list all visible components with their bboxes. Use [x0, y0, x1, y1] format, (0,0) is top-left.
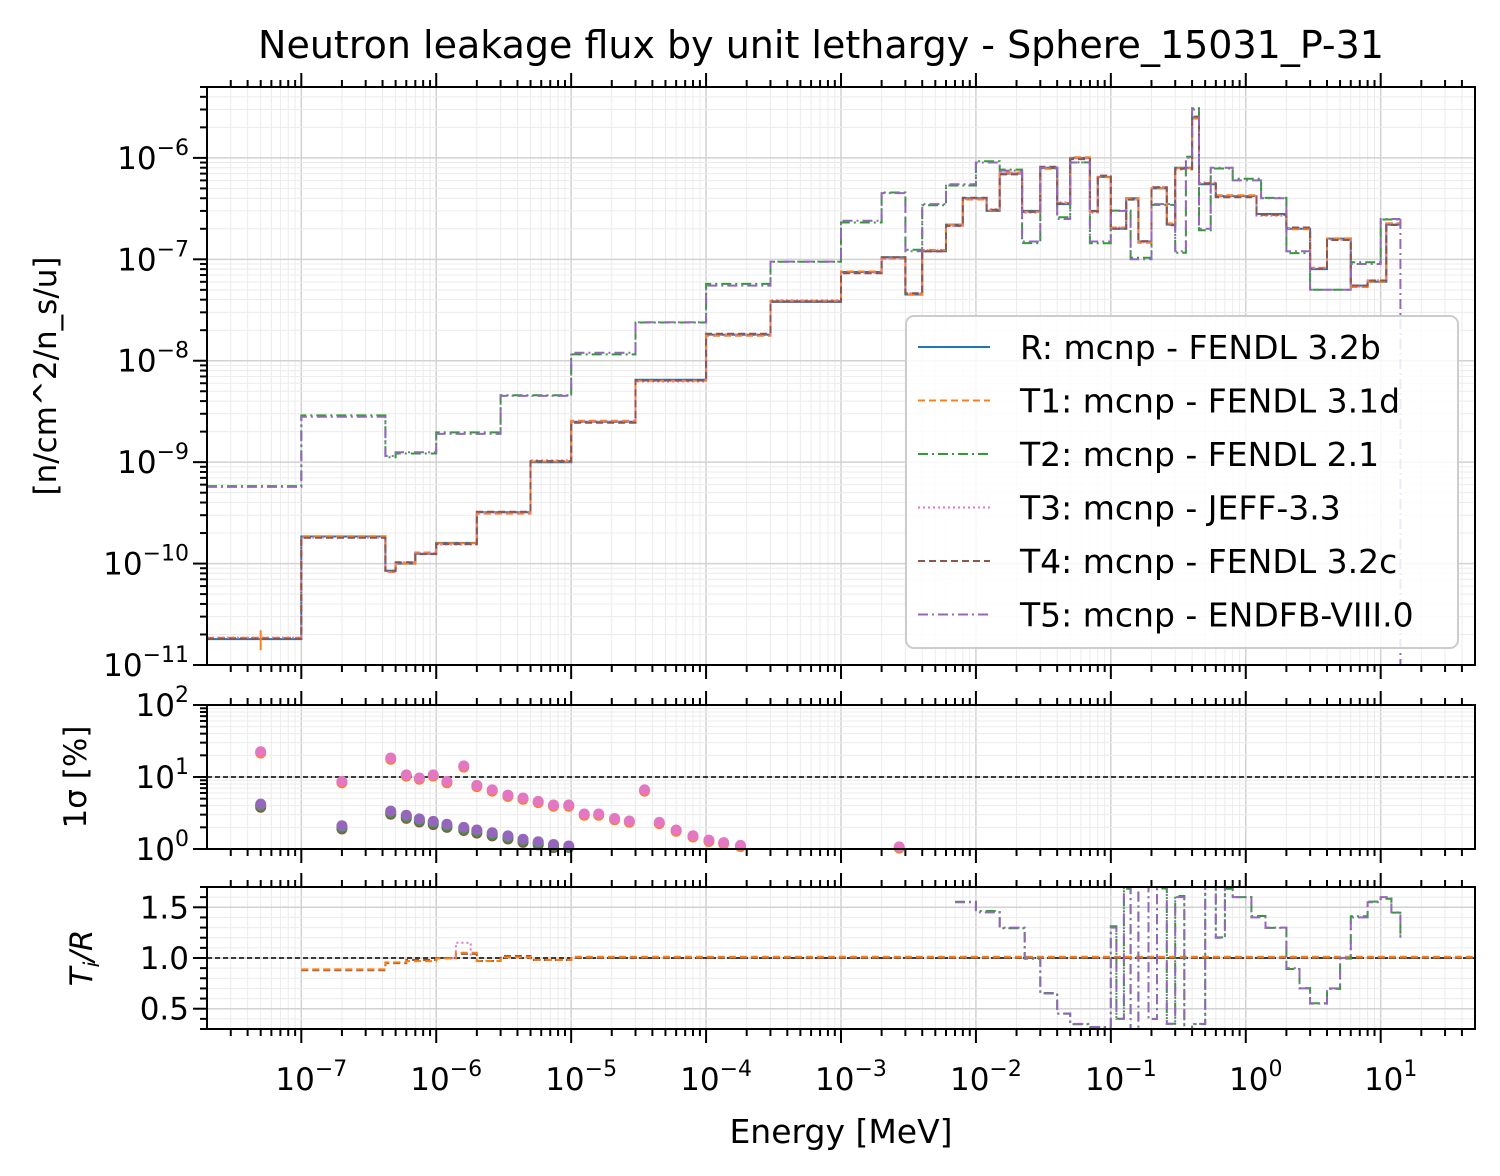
sigma-point [471, 779, 483, 791]
legend-box [905, 315, 1459, 649]
sigma-point [458, 821, 470, 833]
legend-label: R: mcnp - FENDL 3.2b [1020, 328, 1381, 367]
sigma-point [532, 836, 544, 848]
sigma-point [687, 830, 699, 842]
ratio-ylabel: Ti/R [64, 930, 104, 987]
sigma-point [400, 769, 412, 781]
sigma-point [563, 799, 575, 811]
sigma-point [458, 760, 470, 772]
sigma-point [548, 799, 560, 811]
sigma-point [502, 789, 514, 801]
sigma-point [532, 795, 544, 807]
sigma-point [385, 752, 397, 764]
flux-y-tick-label: 10−8 [117, 339, 189, 380]
ratio-y-tick-label: 1.0 [140, 941, 189, 977]
flux-y-tick-label: 10−7 [117, 237, 189, 278]
sigma-point [471, 824, 483, 836]
x-tick-label: 10−6 [410, 1057, 482, 1098]
flux-y-tick-label: 10−10 [103, 542, 189, 583]
legend-label: T4: mcnp - FENDL 3.2c [1019, 542, 1397, 581]
sigma-point [623, 815, 635, 827]
flux-line [207, 108, 1401, 488]
sigma-point [517, 833, 529, 845]
sigma-point [427, 815, 439, 827]
sigma-point [441, 818, 453, 830]
x-tick-label: 10−4 [680, 1057, 752, 1098]
x-axis-label: Energy [MeV] [729, 1112, 952, 1151]
sigma-point [385, 805, 397, 817]
x-tick-label: 10−7 [275, 1057, 347, 1098]
flux-ylabel: [n/cm^2/n_s/u] [28, 256, 64, 495]
legend-label: T2: mcnp - FENDL 2.1 [1019, 435, 1379, 474]
ratio-y-tick-label: 0.5 [140, 992, 189, 1028]
sigma-point [441, 775, 453, 787]
ratio-y-tick-label: 1.5 [140, 890, 189, 926]
flux-y-tick-label: 10−9 [117, 440, 189, 481]
sigma-point [703, 834, 715, 846]
legend-label: T5: mcnp - ENDFB-VIII.0 [1019, 596, 1414, 635]
sigma-panel: 100 101 102 1σ [%] [58, 683, 1476, 868]
sigma-point [255, 798, 267, 810]
sigma-point [413, 813, 425, 825]
flux-y-tick-label: 10−6 [117, 136, 189, 177]
flux-y-tick-label: 10−11 [103, 643, 189, 684]
sigma-point [427, 769, 439, 781]
sigma-y-tick-label: 101 [136, 755, 189, 796]
sigma-point [639, 784, 651, 796]
ratio-line [451, 941, 472, 959]
sigma-point [593, 808, 605, 820]
sigma-point [336, 820, 348, 832]
sigma-y-tick-label: 100 [136, 827, 189, 868]
x-tick-label: 10−3 [815, 1057, 887, 1098]
sigma-point [653, 816, 665, 828]
sigma-point [609, 813, 621, 825]
sigma-point [413, 772, 425, 784]
x-tick-label: 10−5 [545, 1057, 617, 1098]
x-tick-label: 101 [1364, 1057, 1417, 1098]
sigma-point [400, 809, 412, 821]
sigma-point [578, 808, 590, 820]
legend-label: T3: mcnp - JEFF-3.3 [1019, 489, 1341, 528]
sigma-point [670, 824, 682, 836]
x-tick-label: 10−1 [1085, 1057, 1157, 1098]
sigma-point [502, 830, 514, 842]
legend: R: mcnp - FENDL 3.2b T1: mcnp - FENDL 3.1… [905, 315, 1459, 649]
chart-title: Neutron leakage flux by unit lethargy - … [258, 23, 1384, 67]
x-tick-label: 100 [1229, 1057, 1282, 1098]
flux-line [207, 107, 1402, 488]
sigma-point [486, 784, 498, 796]
legend-label: T1: mcnp - FENDL 3.1d [1019, 382, 1400, 421]
x-tick-label: 10−2 [950, 1057, 1022, 1098]
sigma-point [893, 841, 905, 853]
sigma-y-tick-label: 102 [136, 683, 189, 724]
sigma-point [486, 827, 498, 839]
sigma-point [255, 746, 267, 758]
sigma-point [517, 792, 529, 804]
sigma-ylabel: 1σ [%] [58, 726, 94, 829]
sigma-point [548, 838, 560, 850]
ratio-panel: 0.5 1.0 1.5 Ti/R [64, 873, 1476, 1043]
sigma-point [336, 775, 348, 787]
sigma-point [718, 837, 730, 849]
ratio-line [301, 951, 1476, 971]
